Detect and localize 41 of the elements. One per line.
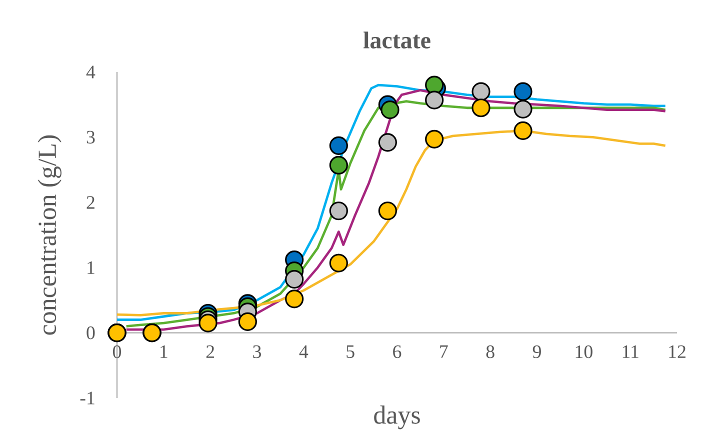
point [425, 76, 444, 94]
point [378, 133, 397, 152]
x-tick-label: 4 [299, 345, 308, 358]
point [285, 290, 304, 308]
point [472, 98, 490, 118]
point [514, 82, 532, 101]
point [329, 254, 348, 272]
point [472, 82, 490, 101]
point [238, 312, 257, 332]
x-tick-label: 10 [576, 345, 592, 358]
y-tick-label: 3 [86, 130, 95, 144]
y-tick-label: 4 [86, 66, 96, 78]
x-tick-label: 9 [532, 345, 541, 358]
point [514, 100, 532, 118]
point [425, 130, 444, 148]
y-tick-label: -1 [80, 392, 94, 404]
x-tick-label: 8 [486, 345, 494, 358]
x-tick-label: 12 [669, 345, 686, 358]
y-axis-title: concentration (g/L) [38, 135, 62, 335]
point [329, 202, 348, 220]
y-tick-label: 1 [88, 261, 94, 274]
x-tick-label: 1 [160, 345, 168, 358]
x-tick-label: 2 [206, 345, 214, 358]
x-axis-title: days [374, 406, 420, 430]
x-tick-label: 6 [393, 345, 402, 358]
point [378, 202, 397, 220]
point [329, 156, 348, 175]
y-tick-label: 0 [86, 326, 95, 340]
y-tick-label: 2 [86, 196, 94, 209]
x-tick-label: 0 [112, 345, 122, 358]
x-tick-label: 11 [622, 345, 638, 358]
x-tick-label: 5 [346, 345, 354, 358]
x-tick-label: 7 [440, 345, 448, 358]
point [329, 136, 348, 155]
point [425, 90, 444, 110]
point [285, 270, 304, 289]
point [198, 314, 218, 332]
point [514, 121, 532, 140]
chart-title: lactate [363, 32, 430, 48]
point [380, 100, 400, 120]
x-tick-label: 3 [253, 345, 262, 358]
